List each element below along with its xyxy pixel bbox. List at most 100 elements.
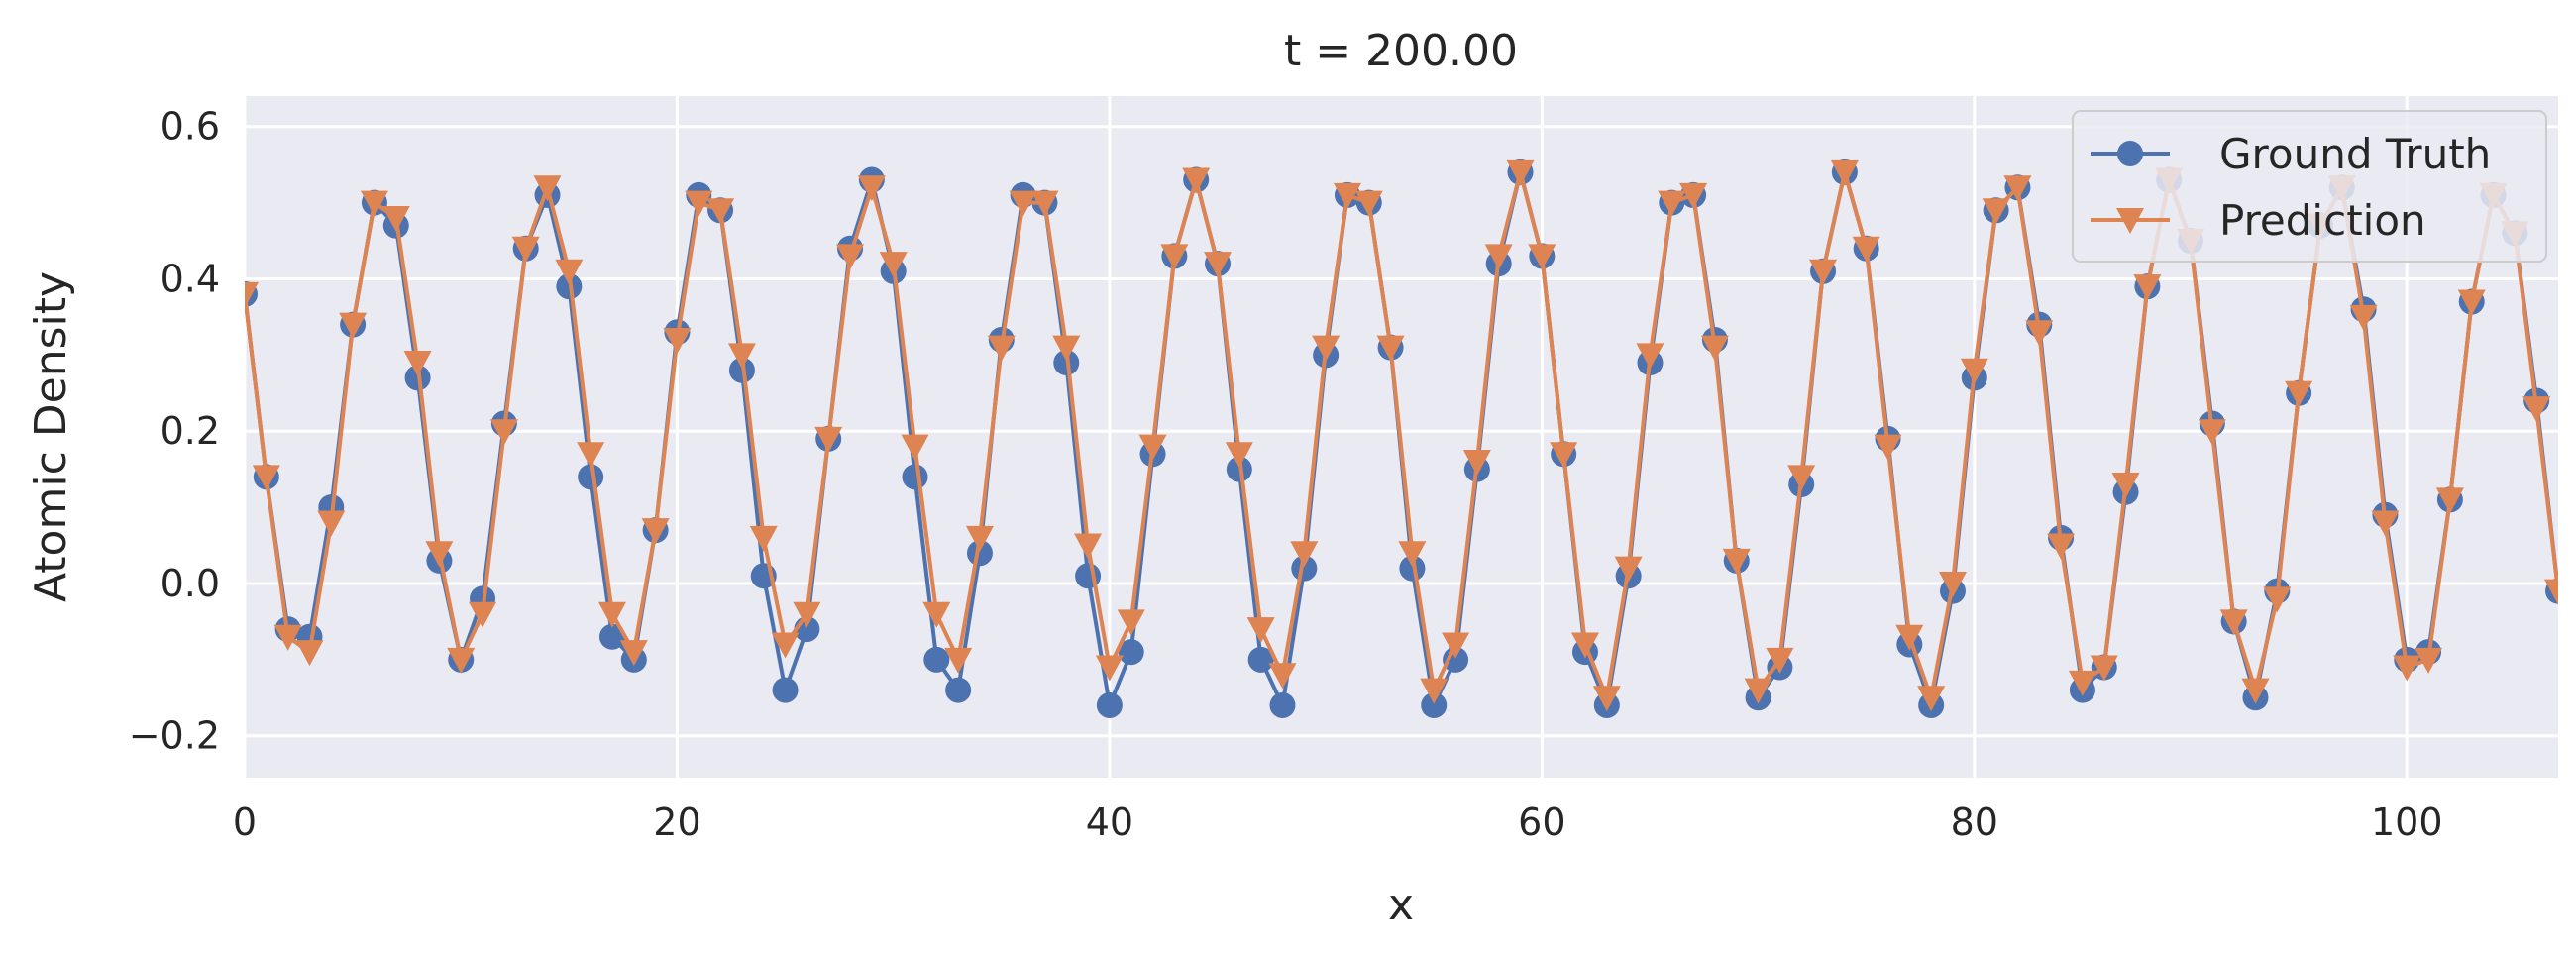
data-point-ground-truth [1291, 555, 1318, 582]
data-point-prediction [2111, 473, 2140, 499]
data-point-prediction [339, 312, 368, 339]
data-point-prediction [2544, 579, 2558, 605]
data-point-prediction [245, 281, 259, 308]
tick-labels: 0 20 40 60 80 100 −0.2 0.0 0.2 0.4 0.6 [129, 105, 2443, 844]
data-point-prediction [1787, 465, 1816, 491]
data-point-ground-truth [923, 646, 950, 673]
legend-marker-prediction [2116, 208, 2144, 234]
data-point-prediction [727, 343, 756, 370]
data-point-prediction [1160, 244, 1189, 270]
data-point-prediction [2133, 274, 2162, 301]
series-layer [245, 159, 2558, 718]
data-point-prediction [1874, 434, 1902, 461]
data-point-prediction [403, 351, 432, 377]
data-point-prediction [1290, 541, 1319, 568]
data-point-prediction [706, 198, 735, 225]
data-point-prediction [252, 465, 280, 491]
data-point-prediction [1830, 159, 1859, 186]
data-point-prediction [1312, 335, 1341, 362]
data-point-prediction [295, 640, 324, 667]
data-point-prediction [2349, 304, 2378, 331]
data-point-ground-truth [772, 677, 799, 703]
y-tick-label: 0.6 [161, 105, 220, 149]
x-tick-label: 20 [653, 800, 700, 844]
data-point-ground-truth [966, 540, 993, 567]
data-point-prediction [360, 190, 388, 217]
x-tick-label: 100 [2371, 800, 2443, 844]
data-point-prediction [749, 525, 778, 552]
data-point-prediction [1354, 190, 1383, 217]
data-point-prediction [511, 236, 540, 263]
data-point-ground-truth [1247, 646, 1274, 673]
data-point-prediction [2068, 670, 2096, 696]
data-point-ground-truth [1421, 691, 1448, 718]
data-point-ground-truth [902, 464, 928, 490]
data-point-prediction [1636, 343, 1664, 370]
data-point-ground-truth [1096, 691, 1123, 718]
data-point-prediction [944, 647, 973, 674]
data-point-prediction [987, 335, 1016, 362]
data-point-prediction [2219, 609, 2248, 636]
data-point-prediction [447, 647, 476, 674]
data-point-prediction [2025, 320, 2054, 347]
data-point-prediction [1246, 617, 1275, 644]
data-point-prediction [836, 244, 865, 270]
x-tick-label: 60 [1518, 800, 1565, 844]
legend: Ground Truth Prediction [2072, 110, 2547, 263]
data-point-prediction [1528, 244, 1556, 270]
data-point-prediction [1809, 259, 1838, 285]
data-point-prediction [1592, 686, 1621, 712]
data-point-prediction [425, 541, 454, 568]
data-point-prediction [1376, 335, 1405, 362]
data-point-prediction [1766, 647, 1794, 674]
data-point-prediction [597, 601, 626, 628]
data-point-prediction [1398, 541, 1427, 568]
data-point-prediction [555, 259, 584, 285]
data-point-prediction [2371, 510, 2400, 537]
data-point-ground-truth [598, 623, 625, 650]
data-point-prediction [1982, 198, 2010, 225]
x-axis-label: x [1388, 880, 1414, 930]
data-point-prediction [1484, 244, 1513, 270]
data-point-prediction [1225, 442, 1253, 469]
data-point-prediction [2435, 487, 2464, 514]
data-point-prediction [1744, 678, 1772, 704]
data-point-prediction [1204, 252, 1233, 278]
data-point-prediction [273, 624, 302, 651]
data-point-prediction [381, 205, 410, 232]
y-tick-label: 0.2 [161, 409, 220, 453]
data-point-prediction [1679, 182, 1708, 209]
data-point-prediction [1506, 159, 1535, 186]
data-point-prediction [685, 190, 713, 217]
data-point-prediction [2285, 380, 2313, 407]
data-point-prediction [317, 510, 346, 537]
chart-title: t = 200.00 [1284, 26, 1518, 76]
data-point-prediction [2198, 419, 2226, 446]
data-point-prediction [641, 518, 670, 545]
data-point-ground-truth [578, 464, 604, 490]
legend-label-ground-truth: Ground Truth [2219, 130, 2491, 178]
data-point-prediction [1030, 190, 1059, 217]
data-point-ground-truth [1269, 691, 1296, 718]
data-point-prediction [2457, 289, 2486, 316]
data-point-prediction [2090, 655, 2118, 682]
data-point-prediction [1442, 632, 1470, 659]
data-point-prediction [1570, 632, 1599, 659]
data-point-prediction [1960, 358, 1988, 384]
data-point-ground-truth [945, 677, 972, 703]
data-point-prediction [619, 640, 648, 667]
data-point-prediction [814, 426, 843, 453]
data-point-prediction [2241, 678, 2270, 704]
data-point-prediction [1917, 686, 1946, 712]
data-point-prediction [879, 252, 908, 278]
data-point-prediction [2415, 647, 2443, 674]
data-point-prediction [1138, 434, 1167, 461]
data-point-prediction [771, 632, 800, 659]
data-point-prediction [577, 442, 605, 469]
data-point-prediction [469, 601, 497, 628]
legend-marker-ground-truth [2117, 141, 2143, 166]
data-point-prediction [489, 419, 518, 446]
data-point-prediction [1182, 167, 1211, 194]
data-point-prediction [1420, 678, 1449, 704]
